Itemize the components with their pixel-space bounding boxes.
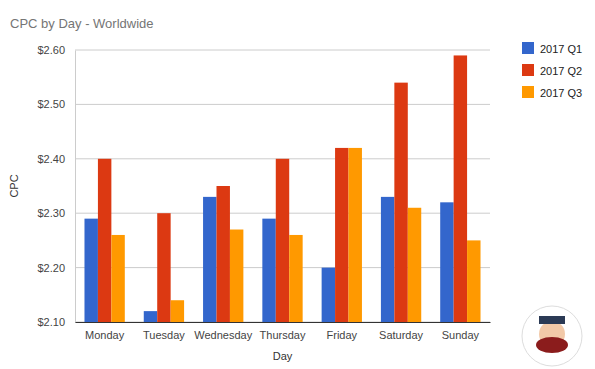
y-axis-title: CPC <box>8 174 20 197</box>
bar <box>394 83 407 322</box>
logo-hat <box>539 316 565 324</box>
x-axis-title: Day <box>273 350 293 362</box>
chart-svg: $2.10 $2.20 $2.30 $2.40 $2.50 $2.60 Monday Tues… <box>0 0 595 369</box>
y-tick-label: $2.20 <box>37 262 65 274</box>
x-axis-line <box>76 322 491 323</box>
y-tick: $2.60 <box>37 44 75 56</box>
x-tick: Saturday <box>379 322 424 341</box>
logo-badge <box>522 306 582 366</box>
grid-line <box>75 50 490 51</box>
bars <box>84 55 480 322</box>
bar <box>84 219 97 322</box>
x-tick-label: Wednesday <box>194 329 252 341</box>
bar <box>440 202 453 322</box>
bar-series <box>111 148 480 322</box>
y-tick-label: $2.40 <box>37 153 65 165</box>
grid-line <box>75 104 490 105</box>
x-tick: Thursday <box>260 322 306 341</box>
y-tick-label: $2.50 <box>37 98 65 110</box>
y-tick-label: $2.60 <box>37 44 65 56</box>
bar <box>262 219 275 322</box>
y-tick: $2.20 <box>37 262 75 274</box>
y-tick: $2.50 <box>37 98 75 110</box>
legend-swatch <box>522 42 534 54</box>
legend-label: 2017 Q1 <box>540 43 582 55</box>
y-tick-label: $2.30 <box>37 207 65 219</box>
legend-label: 2017 Q2 <box>540 65 582 77</box>
bar <box>289 235 302 322</box>
bar-series <box>98 55 467 322</box>
bar <box>230 230 243 322</box>
chart-container: $2.10 $2.20 $2.30 $2.40 $2.50 $2.60 Monday Tues… <box>0 0 595 369</box>
bar <box>171 300 184 322</box>
bar <box>322 268 335 322</box>
y-tick: $2.30 <box>37 207 75 219</box>
grid <box>75 50 490 322</box>
x-tick: Friday <box>327 322 358 341</box>
bar <box>98 159 111 322</box>
y-tick: $2.40 <box>37 153 75 165</box>
logo-circle <box>522 306 582 366</box>
bar <box>144 311 157 322</box>
bar <box>335 148 348 322</box>
x-tick-label: Thursday <box>260 329 306 341</box>
legend-item: 2017 Q3 <box>522 86 582 99</box>
x-tick-label: Tuesday <box>143 329 185 341</box>
y-tick-label: $2.10 <box>37 316 65 328</box>
title: CPC by Day - Worldwide <box>10 16 154 31</box>
x-axis: Monday Tuesday Wednesday Thursday Friday Satu… <box>76 322 491 341</box>
bar <box>408 208 421 322</box>
x-tick: Tuesday <box>143 322 185 341</box>
legend-swatch <box>522 64 534 76</box>
legend-swatch <box>522 86 534 98</box>
x-tick-label: Friday <box>327 329 358 341</box>
bar <box>216 186 229 322</box>
bar <box>349 148 362 322</box>
bar <box>467 240 480 322</box>
bar <box>454 55 467 322</box>
legend-item: 2017 Q2 <box>522 64 582 77</box>
x-tick: Monday <box>85 322 125 341</box>
legend-label: 2017 Q3 <box>540 87 582 99</box>
x-tick: Sunday <box>442 322 480 341</box>
x-tick-label: Monday <box>85 329 125 341</box>
y-axis: $2.10 $2.20 $2.30 $2.40 $2.50 $2.60 <box>37 44 75 328</box>
legend: 2017 Q1 2017 Q2 2017 Q3 <box>522 42 582 99</box>
y-axis-line <box>75 51 76 323</box>
logo-beard <box>536 337 568 353</box>
bar <box>381 197 394 322</box>
legend-item: 2017 Q1 <box>522 42 582 55</box>
bar <box>276 159 289 322</box>
x-tick-label: Sunday <box>442 329 480 341</box>
x-tick-label: Saturday <box>379 329 424 341</box>
bar <box>203 197 216 322</box>
x-tick: Wednesday <box>194 322 252 341</box>
bar <box>157 213 170 322</box>
bar <box>111 235 124 322</box>
y-tick: $2.10 <box>37 316 75 328</box>
